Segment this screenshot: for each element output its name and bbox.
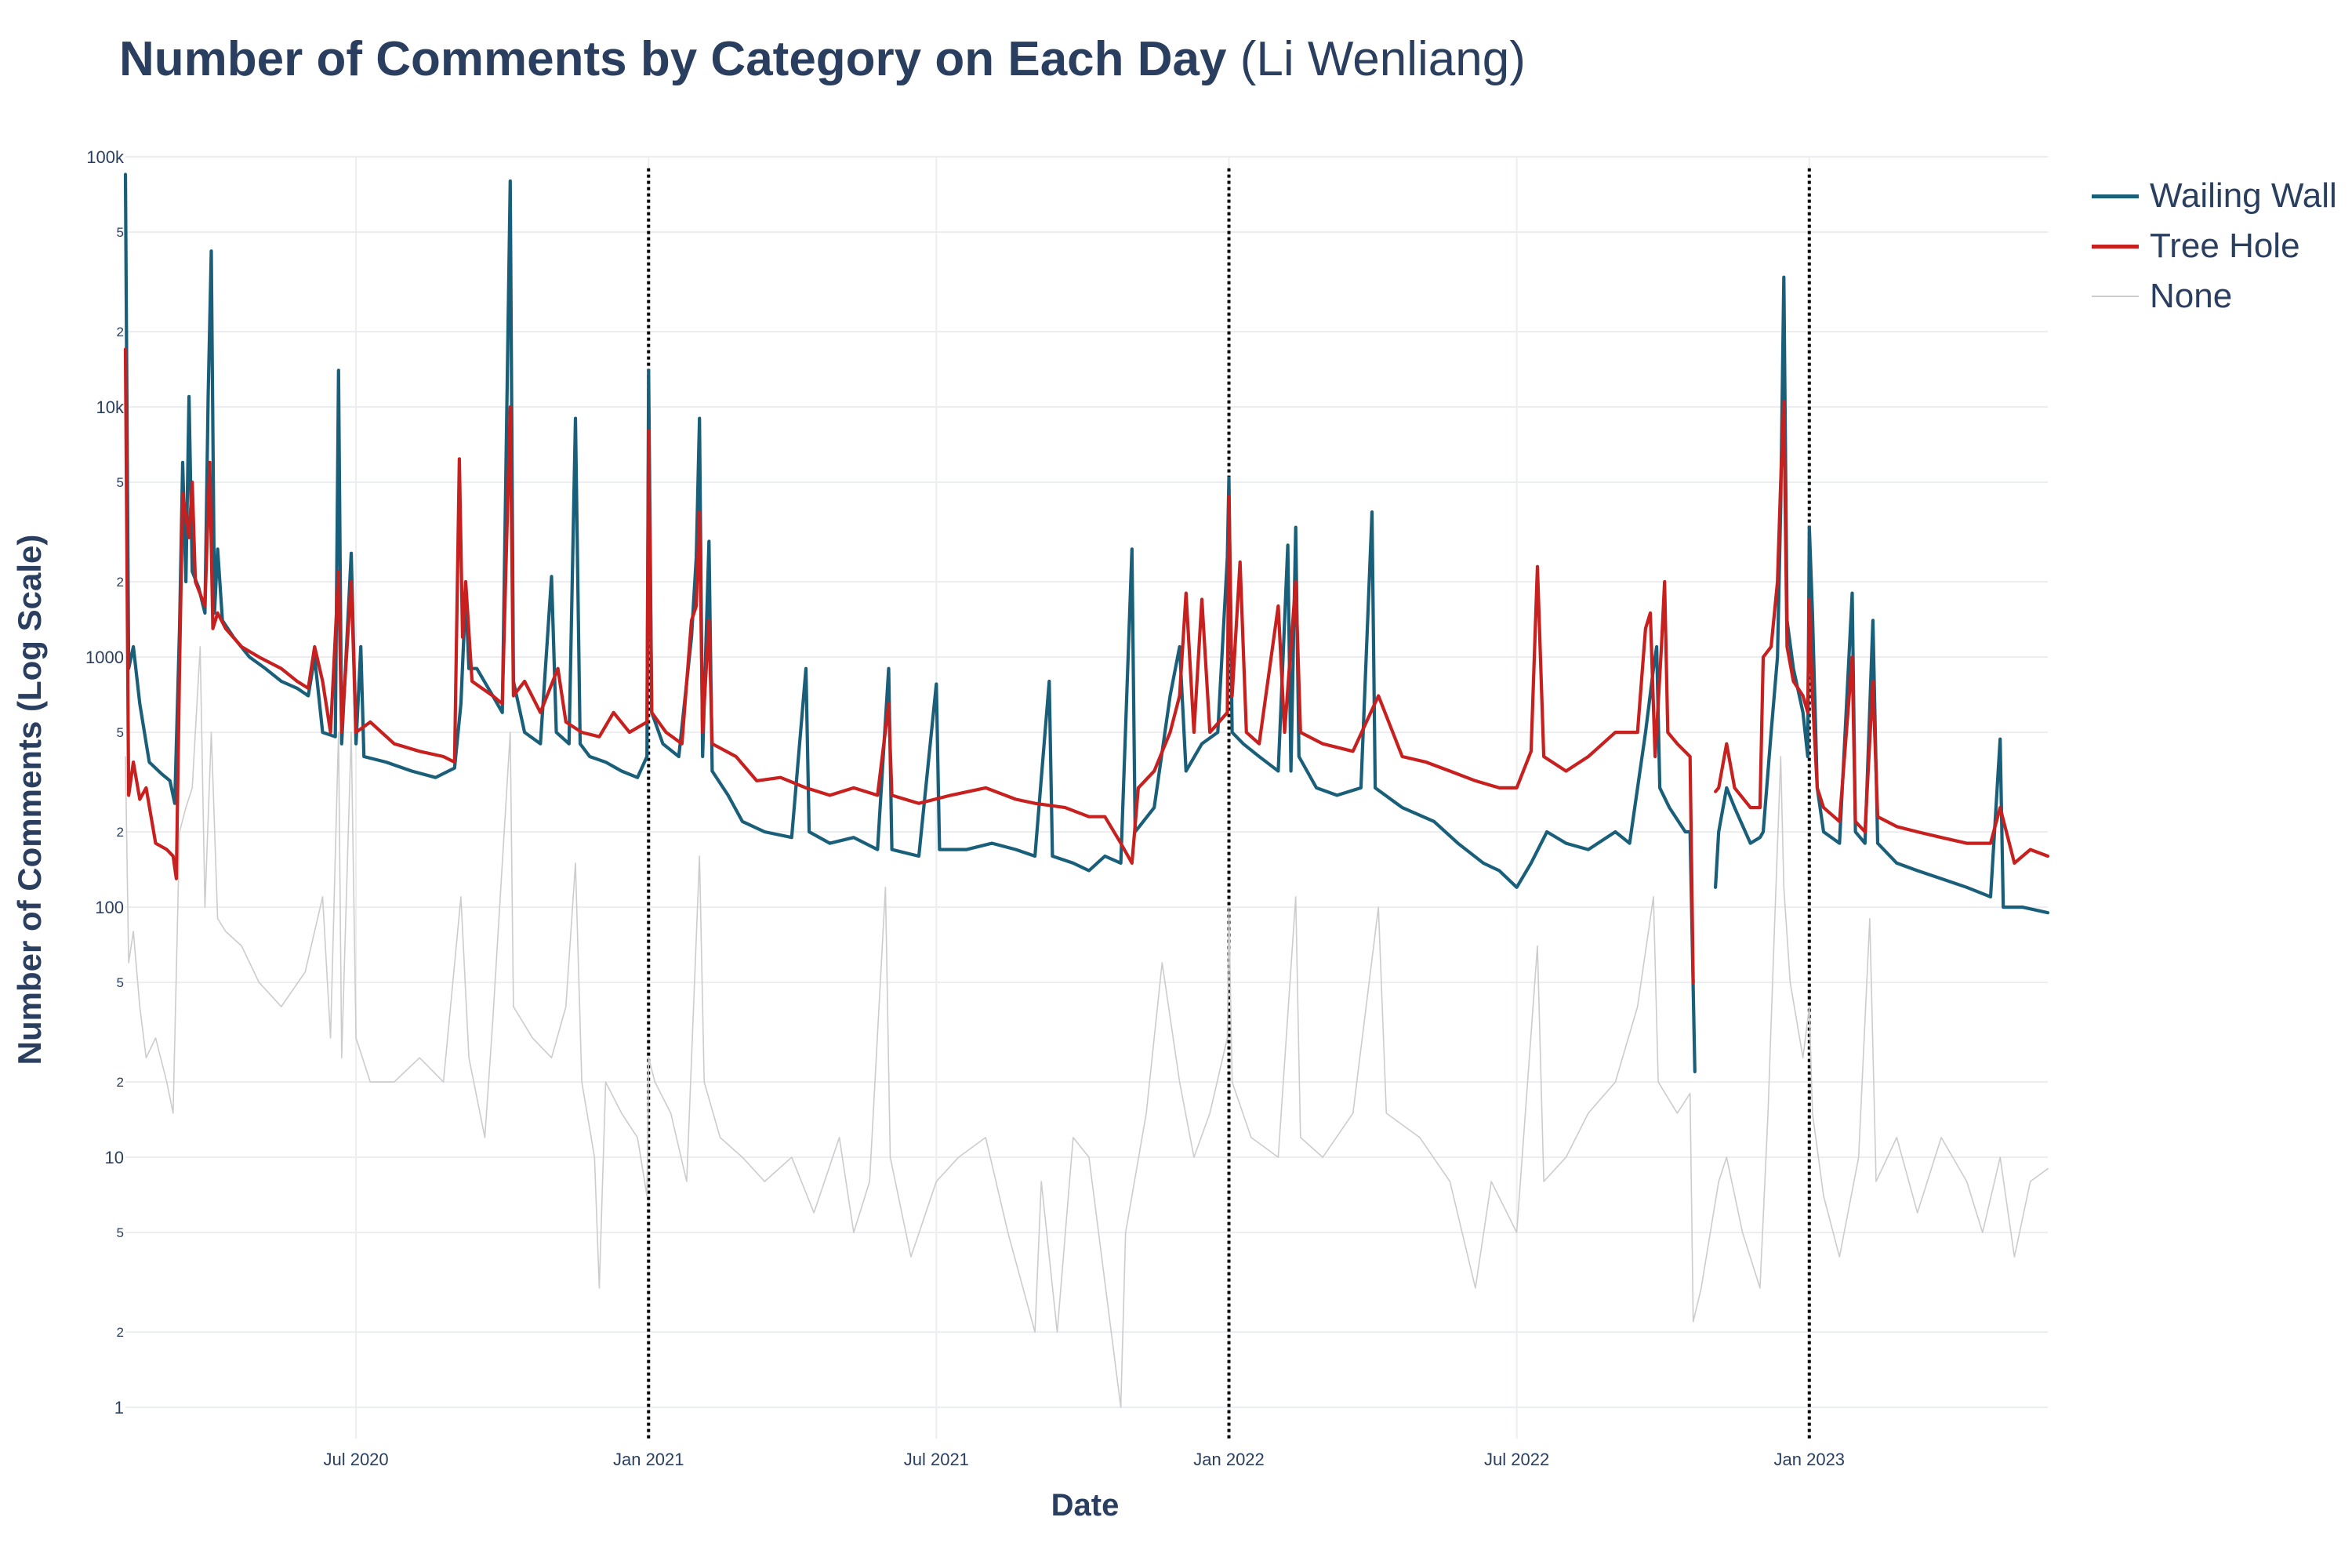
x-tick-label: Jul 2020 bbox=[323, 1450, 388, 1469]
y-tick-label: 10k bbox=[96, 397, 125, 417]
y-tick-label: 5 bbox=[117, 725, 124, 740]
y-tick-label: 2 bbox=[117, 1325, 124, 1340]
y-axis-ticks: 1 2 5 10 2 5 100 2 5 1000 2 5 10k 2 5 100k bbox=[85, 147, 125, 1417]
legend: Wailing Wall Tree Hole None bbox=[2092, 171, 2337, 321]
series-line-tree-hole bbox=[1714, 400, 2050, 865]
y-tick-label: 10 bbox=[105, 1148, 124, 1167]
y-axis-title: Number of Comments (Log Scale) bbox=[11, 534, 48, 1065]
x-tick-label: Jul 2021 bbox=[904, 1450, 969, 1469]
y-tick-label: 100 bbox=[95, 898, 124, 917]
y-tick-label: 5 bbox=[117, 975, 124, 990]
y-tick-label: 2 bbox=[117, 575, 124, 590]
legend-swatch-tree-hole bbox=[2092, 244, 2139, 249]
y-tick-label: 5 bbox=[117, 225, 124, 240]
x-tick-label: Jan 2022 bbox=[1193, 1450, 1265, 1469]
y-tick-label: 2 bbox=[117, 1075, 124, 1090]
x-tick-label: Jan 2021 bbox=[613, 1450, 684, 1469]
legend-label-none: None bbox=[2150, 277, 2233, 315]
series-lines bbox=[123, 172, 2050, 1408]
series-line-wailing-wall bbox=[1714, 275, 2050, 915]
legend-label-wailing-wall: Wailing Wall bbox=[2150, 176, 2337, 215]
y-tick-label: 1 bbox=[114, 1398, 124, 1417]
series-line-wailing-wall bbox=[123, 172, 1697, 1073]
y-tick-label: 1000 bbox=[85, 648, 124, 667]
legend-swatch-wailing-wall bbox=[2092, 194, 2139, 198]
x-axis-ticks: Jul 2020 Jan 2021 Jul 2021 Jan 2022 Jul 2022… bbox=[323, 1450, 1845, 1469]
y-tick-label: 5 bbox=[117, 1225, 124, 1240]
legend-item-tree-hole[interactable]: Tree Hole bbox=[2092, 221, 2337, 271]
vertical-markers bbox=[647, 168, 1811, 1439]
legend-item-none[interactable]: None bbox=[2092, 271, 2337, 321]
y-tick-label: 2 bbox=[117, 325, 124, 339]
x-tick-label: Jul 2022 bbox=[1484, 1450, 1549, 1469]
y-tick-label: 100k bbox=[86, 147, 125, 167]
chart-title: Number of Comments by Category on Each D… bbox=[119, 31, 1526, 87]
series-line-tree-hole bbox=[123, 347, 1695, 985]
y-tick-label: 2 bbox=[117, 825, 124, 840]
chart-subtitle: (Li Wenliang) bbox=[1240, 32, 1526, 86]
x-tick-label: Jan 2023 bbox=[1774, 1450, 1846, 1469]
x-axis-title: Date bbox=[1051, 1488, 1120, 1523]
legend-swatch-none bbox=[2092, 296, 2139, 297]
series-line-none bbox=[125, 646, 2049, 1408]
y-tick-label: 5 bbox=[117, 475, 124, 490]
chart-title-main: Number of Comments by Category on Each D… bbox=[119, 32, 1227, 86]
legend-label-tree-hole: Tree Hole bbox=[2150, 227, 2300, 265]
legend-item-wailing-wall[interactable]: Wailing Wall bbox=[2092, 171, 2337, 221]
